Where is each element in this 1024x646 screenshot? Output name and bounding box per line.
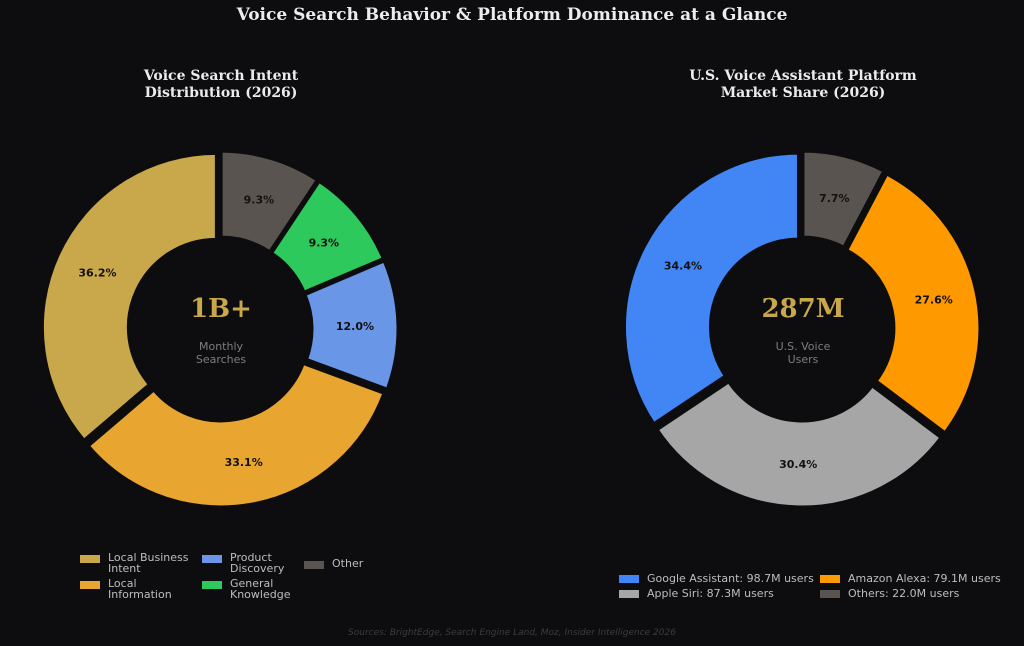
main-title: Voice Search Behavior & Platform Dominan…: [236, 5, 788, 25]
intent-chart-title: Voice Search Intent Distribution (2026): [71, 68, 371, 102]
legend-label: Amazon Alexa: 79.1M users: [848, 572, 1001, 585]
source-note: Sources: BrightEdge, Search Engine Land,…: [348, 628, 676, 638]
legend-label: Google Assistant: 98.7M users: [647, 572, 814, 585]
intent-slice-label: 9.3%: [309, 237, 340, 250]
platform-legend-item: Google Assistant: 98.7M users: [619, 572, 814, 585]
platform-slice: [801, 149, 886, 250]
platform-chart-title-line2: Market Share (2026): [720, 85, 886, 101]
intent-legend-item: Local Information: [80, 578, 172, 600]
intent-slice: [269, 179, 386, 295]
intent-center-label: Monthly Searches: [195, 340, 247, 366]
legend-swatch: [80, 581, 100, 589]
legend-swatch: [619, 589, 639, 598]
platform-slice: [655, 379, 944, 509]
legend-swatch: [820, 589, 840, 598]
platform-chart-title: U.S. Voice Assistant Platform Market Sha…: [653, 68, 953, 102]
intent-slice: [86, 361, 386, 509]
legend-label: Local Business Intent: [108, 551, 189, 575]
intent-slice-label: 33.1%: [225, 456, 263, 469]
platform-slice: [623, 151, 800, 426]
platform-slice-label: 7.7%: [819, 192, 850, 205]
platform-center-value: 287M: [761, 294, 845, 324]
legend-label: General Knowledge: [230, 577, 291, 601]
legend-swatch: [202, 555, 222, 563]
legend-label: Local Information: [108, 577, 172, 601]
platform-slice-label: 27.6%: [915, 293, 953, 306]
intent-chart-title-line1: Voice Search Intent: [143, 68, 299, 84]
intent-slice: [40, 151, 218, 443]
legend-label: Others: 22.0M users: [848, 587, 960, 600]
platform-legend-item: Apple Siri: 87.3M users: [619, 587, 774, 600]
legend-label: Other: [332, 557, 364, 570]
intent-legend-item: General Knowledge: [202, 578, 290, 600]
platform-slice: [844, 172, 982, 435]
legend-swatch: [820, 574, 840, 583]
intent-chart-title-line2: Distribution (2026): [144, 85, 298, 101]
legend-label: Product Discovery: [230, 551, 285, 575]
intent-slice-label: 9.3%: [244, 194, 275, 207]
intent-center-value: 1B+: [190, 294, 252, 324]
intent-slice-label: 12.0%: [336, 320, 374, 333]
intent-legend-item: Local Business Intent: [80, 552, 189, 574]
platform-legend-item: Amazon Alexa: 79.1M users: [820, 572, 1001, 585]
intent-legend-item: Product Discovery: [202, 552, 284, 574]
intent-slice-label: 36.2%: [78, 266, 116, 279]
platform-center-label: U.S. Voice Users: [775, 340, 831, 366]
intent-slice: [219, 149, 320, 254]
intent-slice: [303, 259, 400, 392]
intent-legend-item: Other: [304, 558, 363, 569]
platform-slice-label: 30.4%: [779, 458, 817, 471]
legend-swatch: [619, 574, 639, 583]
legend-label: Apple Siri: 87.3M users: [647, 587, 774, 600]
legend-swatch: [202, 581, 222, 589]
legend-swatch: [80, 555, 100, 563]
legend-swatch: [304, 561, 324, 569]
platform-legend-item: Others: 22.0M users: [820, 587, 959, 600]
platform-chart-title-line1: U.S. Voice Assistant Platform: [689, 68, 917, 84]
platform-slice-label: 34.4%: [664, 259, 702, 272]
